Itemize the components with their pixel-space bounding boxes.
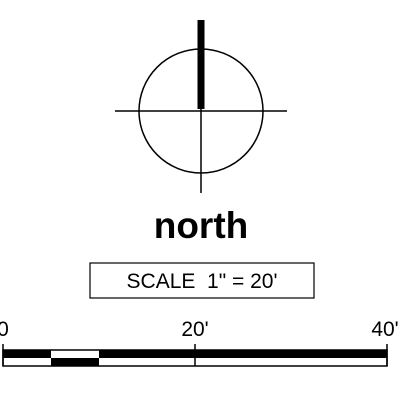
scale-box <box>89 262 315 299</box>
scale-tick-label: 40' <box>371 318 398 341</box>
north-needle <box>197 20 205 109</box>
north-label: north <box>154 205 249 246</box>
scale-text: SCALE 1" = 20' <box>127 270 278 293</box>
scale-tick-label: 0 <box>0 318 9 341</box>
scale-segment <box>51 358 99 366</box>
scale-segment <box>3 350 51 358</box>
scale-tick-label: 20' <box>181 318 208 341</box>
scale-segment <box>99 350 195 358</box>
scale-bar <box>2 344 388 367</box>
scale-segment <box>195 350 387 358</box>
